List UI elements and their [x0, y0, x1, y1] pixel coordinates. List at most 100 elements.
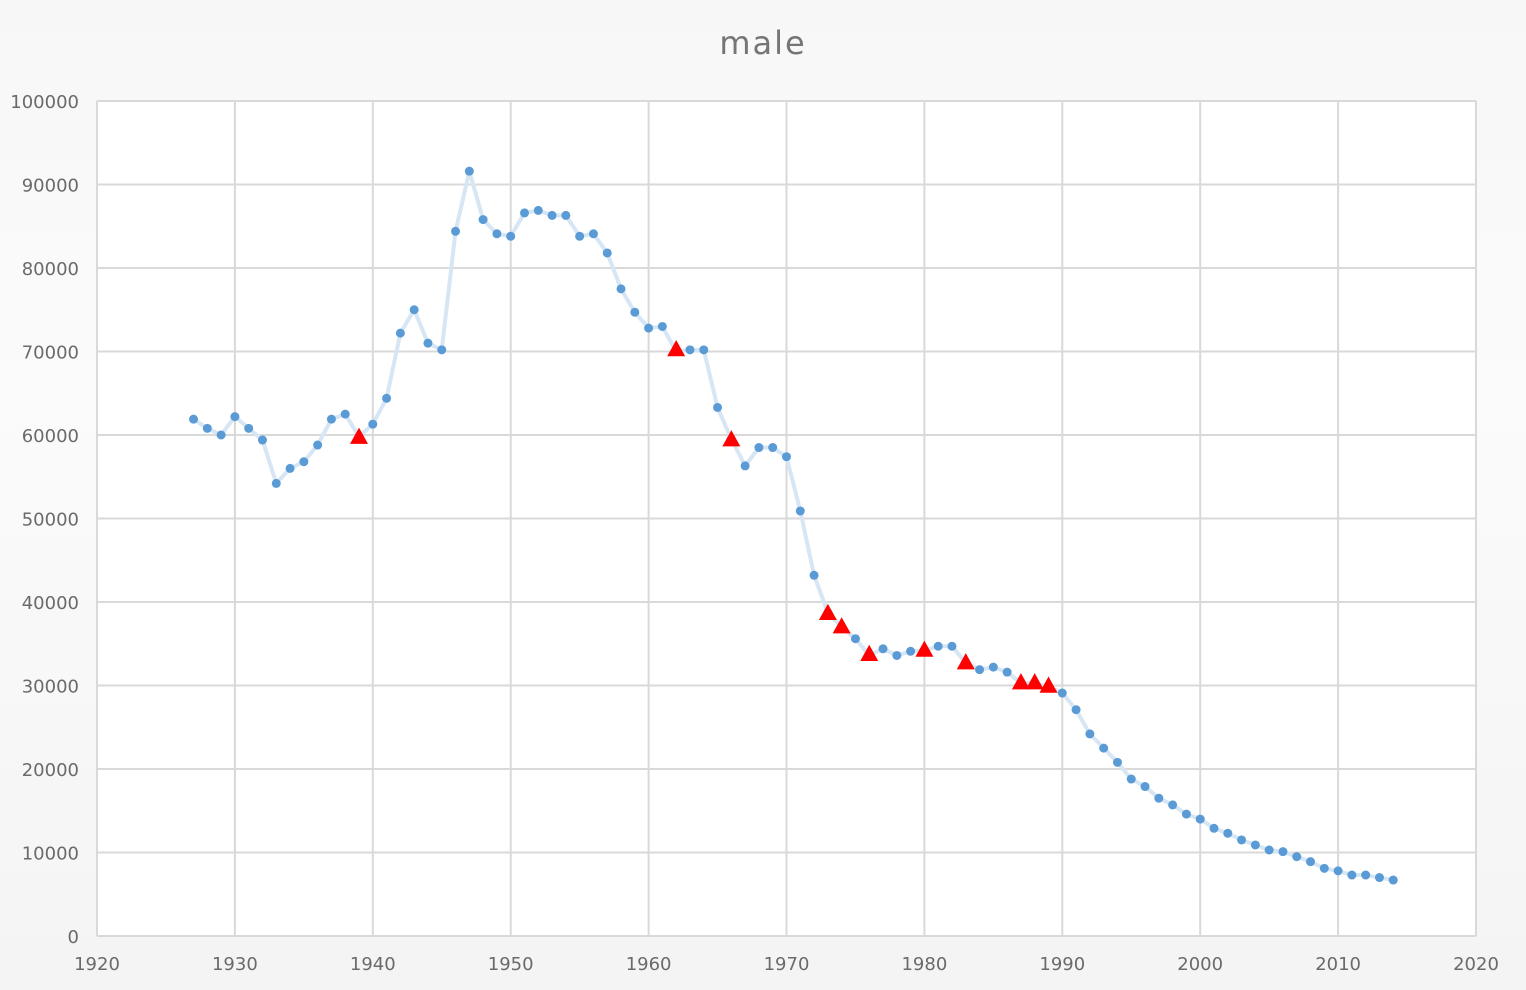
data-point [713, 402, 723, 412]
data-point [933, 641, 943, 651]
x-tick-label: 1920 [74, 954, 120, 975]
y-tick-label: 10000 [22, 844, 79, 865]
highlight-triangle [350, 427, 369, 444]
data-point [257, 435, 267, 445]
data-point [437, 345, 447, 355]
data-point [313, 440, 323, 450]
data-point [1168, 800, 1178, 810]
x-tick-label: 1980 [901, 954, 947, 975]
data-point [230, 412, 240, 422]
data-point [216, 430, 226, 440]
x-tick-label: 2000 [1177, 954, 1223, 975]
data-point [395, 328, 405, 338]
x-tick-label: 2010 [1315, 954, 1361, 975]
data-point [1071, 705, 1081, 715]
x-tick-label: 1930 [212, 954, 258, 975]
data-point [285, 463, 295, 473]
data-point [533, 205, 543, 215]
data-point [878, 644, 888, 654]
data-point [768, 443, 778, 453]
data-point [1112, 757, 1122, 767]
data-point [1306, 857, 1316, 867]
data-point [1237, 835, 1247, 845]
data-point [326, 414, 336, 424]
gridlines [96, 100, 1477, 937]
highlight-triangle [722, 430, 741, 447]
data-point [368, 419, 378, 429]
data-point [657, 321, 667, 331]
data-point [588, 229, 598, 239]
x-tick-label: 1970 [764, 954, 810, 975]
data-point [1002, 667, 1012, 677]
x-tick-label: 1990 [1039, 954, 1085, 975]
data-point [892, 650, 902, 660]
data-point [561, 210, 571, 220]
highlight-triangle [1025, 673, 1044, 690]
data-point [478, 215, 488, 225]
highlight-triangle [818, 603, 837, 621]
y-tick-label: 50000 [22, 510, 79, 531]
data-point [1099, 743, 1109, 753]
y-axis-ticks: 0 10000 20000 30000 40000 50000 60000 70000 8000… [10, 92, 79, 948]
data-point [685, 345, 695, 355]
data-point [451, 226, 461, 236]
y-tick-label: 60000 [22, 426, 79, 447]
data-point [1250, 840, 1260, 850]
y-tick-label: 90000 [22, 176, 79, 197]
data-point [988, 662, 998, 672]
highlight-triangle [915, 640, 934, 657]
data-point [189, 414, 199, 424]
data-point [699, 345, 709, 355]
x-axis-ticks: 1920 1930 1940 1950 1960 1970 1980 1990 2000 2010… [74, 954, 1499, 975]
data-point [1388, 875, 1398, 885]
data-point [1181, 809, 1191, 819]
data-point [1209, 823, 1219, 833]
y-tick-label: 0 [68, 927, 79, 948]
y-tick-label: 30000 [22, 677, 79, 698]
data-point [1140, 782, 1150, 792]
data-point [1278, 847, 1288, 857]
highlight-points [350, 339, 1058, 693]
data-point [409, 305, 419, 315]
data-point [782, 452, 791, 462]
data-point [423, 338, 433, 348]
data-point [740, 461, 750, 471]
data-point [519, 208, 529, 218]
data-point [340, 409, 350, 419]
data-point [1223, 828, 1233, 838]
chart-title: male [719, 24, 807, 62]
data-point [795, 506, 805, 516]
data-point [947, 641, 957, 651]
highlight-triangle [1039, 676, 1058, 693]
y-tick-label: 70000 [22, 343, 79, 364]
data-point [906, 646, 916, 656]
data-point [575, 231, 585, 241]
data-point [382, 393, 392, 403]
x-tick-label: 2020 [1453, 954, 1499, 975]
data-point [464, 166, 474, 176]
data-point [244, 423, 254, 433]
data-point [616, 284, 626, 294]
data-point [1195, 814, 1205, 824]
data-point [809, 570, 819, 580]
x-tick-label: 1950 [488, 954, 534, 975]
data-point [1319, 863, 1329, 873]
data-point [492, 229, 502, 239]
highlight-triangle [956, 653, 975, 670]
data-point [1333, 866, 1343, 876]
data-point [1264, 845, 1274, 855]
x-tick-label: 1940 [350, 954, 396, 975]
data-point [850, 634, 860, 644]
data-point [1292, 852, 1302, 862]
data-point [1126, 774, 1136, 784]
highlight-triangle [832, 617, 851, 634]
y-tick-label: 100000 [10, 92, 79, 113]
data-point [975, 665, 985, 675]
data-point [271, 478, 281, 488]
data-point [202, 423, 212, 433]
data-point [630, 307, 640, 317]
data-point [602, 248, 612, 258]
y-tick-label: 20000 [22, 760, 79, 781]
